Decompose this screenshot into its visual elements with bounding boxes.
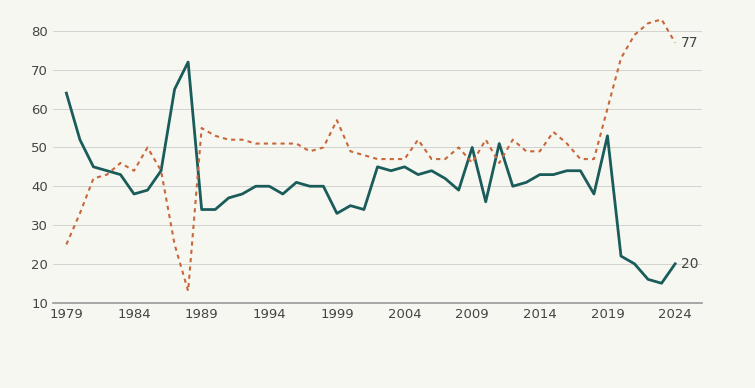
Text: 77: 77: [680, 36, 698, 50]
Text: 20: 20: [680, 257, 698, 271]
